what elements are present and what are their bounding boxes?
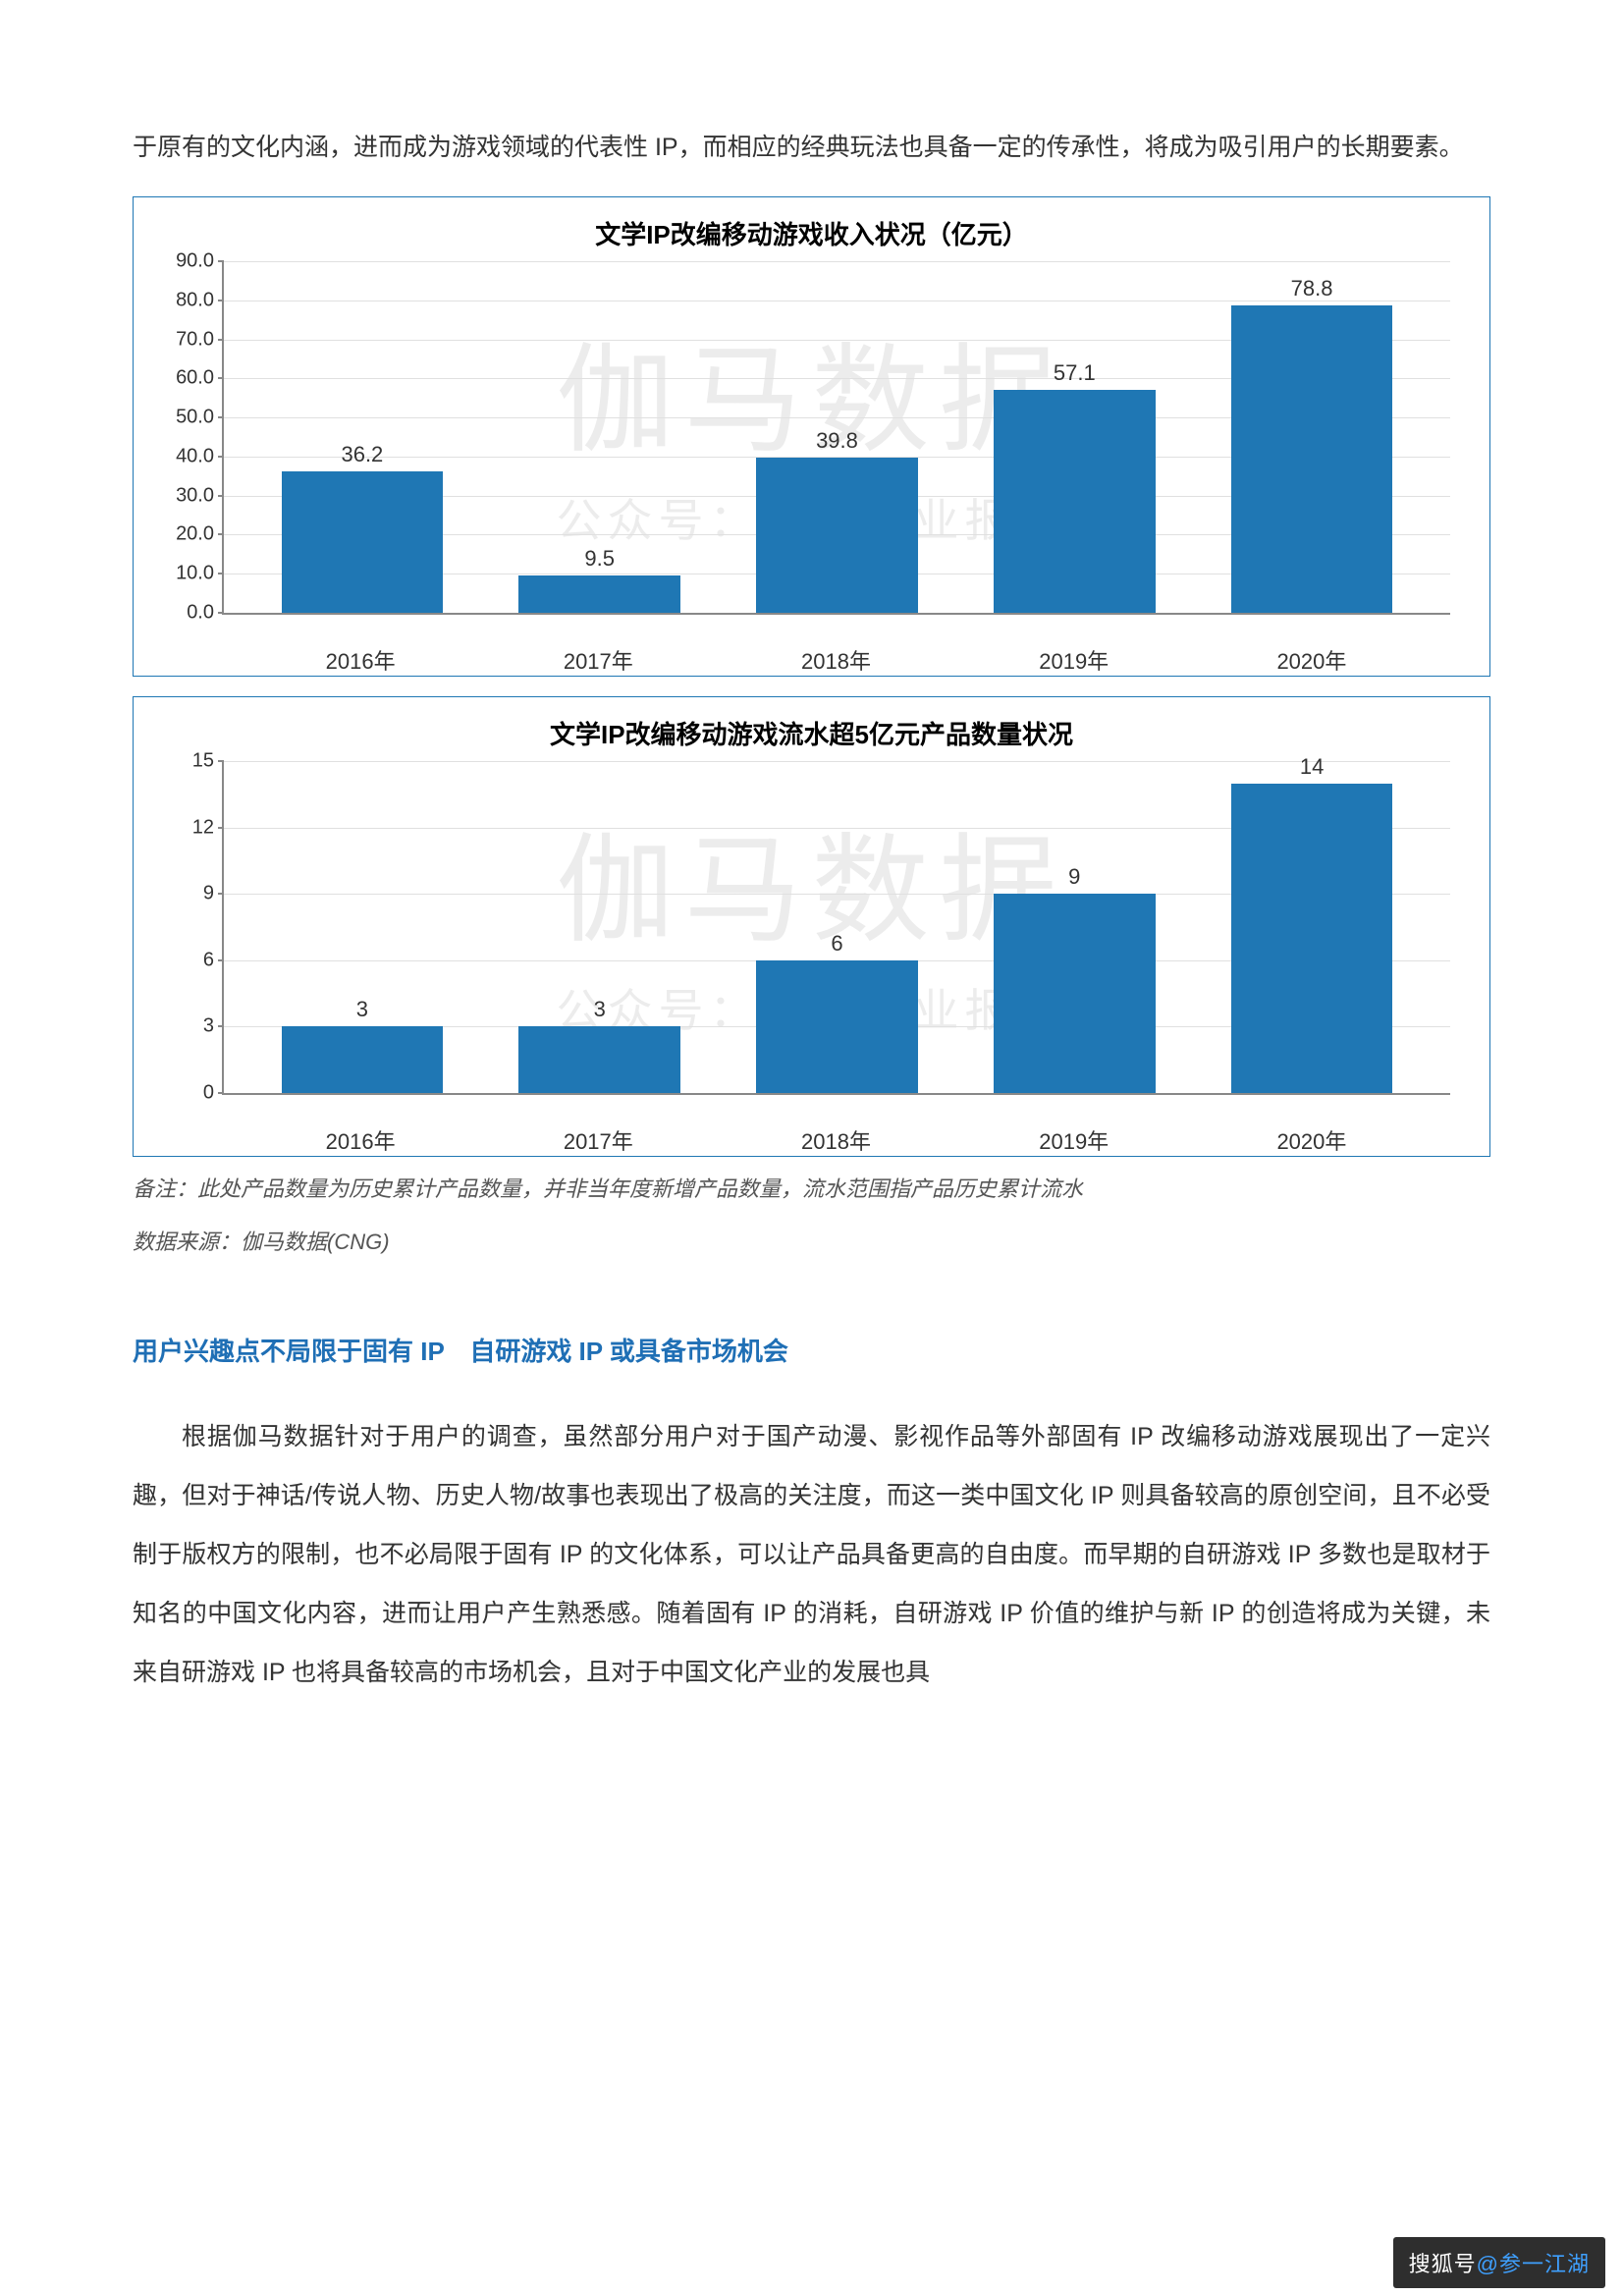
bar: 9.5: [518, 575, 679, 613]
bar-slot: 3: [243, 761, 481, 1093]
bar-value-label: 3: [594, 997, 606, 1022]
y-tick-label: 10.0: [155, 563, 214, 585]
plot-area: 03691215336914: [222, 761, 1450, 1095]
footnote-line-1: 备注：此处产品数量为历史累计产品数量，并非当年度新增产品数量，流水范围指产品历史…: [133, 1169, 1490, 1210]
x-tick-label: 2018年: [717, 1124, 954, 1156]
bar-value-label: 78.8: [1291, 276, 1333, 301]
x-axis-labels: 2016年2017年2018年2019年2020年: [222, 1115, 1450, 1156]
footer-prefix: 搜狐号: [1409, 2252, 1477, 2276]
y-tick-label: 12: [155, 816, 214, 839]
bars-container: 336914: [224, 761, 1450, 1093]
x-tick-label: 2016年: [242, 1124, 479, 1156]
bar-slot: 3: [481, 761, 719, 1093]
bar-value-label: 9.5: [584, 546, 615, 572]
bar: 6: [756, 960, 917, 1093]
bar-value-label: 6: [831, 931, 842, 957]
bar-slot: 36.2: [243, 261, 481, 613]
body-paragraph: 根据伽马数据针对于用户的调查，虽然部分用户对于国产动漫、影视作品等外部固有 IP…: [133, 1407, 1490, 1702]
chart-title: 文学IP改编移动游戏流水超5亿元产品数量状况: [134, 697, 1489, 761]
bar-value-label: 9: [1068, 864, 1080, 890]
footnote-line-2: 数据来源：伽马数据(CNG): [133, 1222, 1490, 1263]
y-tick-label: 0.0: [155, 602, 214, 625]
section-heading: 用户兴趣点不局限于固有 IP 自研游戏 IP 或具备市场机会: [133, 1332, 1490, 1368]
chart-plot: 0.010.020.030.040.050.060.070.080.090.03…: [222, 261, 1450, 615]
x-axis-labels: 2016年2017年2018年2019年2020年: [222, 634, 1450, 676]
x-tick-label: 2019年: [955, 1124, 1193, 1156]
y-tick-label: 60.0: [155, 367, 214, 390]
bar-slot: 57.1: [955, 261, 1193, 613]
y-tick-label: 30.0: [155, 484, 214, 507]
y-tick-label: 3: [155, 1015, 214, 1038]
document-page: 于原有的文化内涵，进而成为游戏领域的代表性 IP，而相应的经典玩法也具备一定的传…: [0, 0, 1623, 1761]
bar: 57.1: [994, 390, 1155, 613]
bar: 3: [282, 1026, 443, 1093]
y-tick-label: 0: [155, 1082, 214, 1105]
x-tick-label: 2017年: [479, 1124, 717, 1156]
footer-author: @参一江湖: [1477, 2252, 1590, 2276]
bar: 9: [994, 894, 1155, 1093]
y-tick-label: 90.0: [155, 250, 214, 273]
chart-title: 文学IP改编移动游戏收入状况（亿元）: [134, 197, 1489, 261]
y-tick-label: 40.0: [155, 445, 214, 467]
x-tick-label: 2018年: [717, 644, 954, 676]
bar: 3: [518, 1026, 679, 1093]
intro-paragraph: 于原有的文化内涵，进而成为游戏领域的代表性 IP，而相应的经典玩法也具备一定的传…: [133, 118, 1490, 177]
bar-value-label: 36.2: [341, 442, 383, 467]
bars-container: 36.2 9.5 39.8 57.1 78.8: [224, 261, 1450, 613]
bar-slot: 9.5: [481, 261, 719, 613]
bar-value-label: 14: [1300, 754, 1324, 780]
y-tick-label: 80.0: [155, 289, 214, 311]
bar: 78.8: [1231, 305, 1392, 613]
y-tick-label: 70.0: [155, 328, 214, 351]
x-tick-label: 2019年: [955, 644, 1193, 676]
y-tick-label: 20.0: [155, 523, 214, 546]
bar: 14: [1231, 784, 1392, 1093]
footer-credit: 搜狐号@参一江湖: [1393, 2237, 1605, 2288]
chart-product-count: 伽马数据 公众号：游戏产业报告 文学IP改编移动游戏流水超5亿元产品数量状况 0…: [133, 696, 1490, 1157]
x-tick-label: 2017年: [479, 644, 717, 676]
bar-value-label: 57.1: [1054, 360, 1096, 386]
y-tick-label: 9: [155, 883, 214, 905]
x-tick-label: 2020年: [1193, 644, 1431, 676]
y-tick-label: 15: [155, 750, 214, 773]
bar-slot: 9: [955, 761, 1193, 1093]
chart-revenue: 伽马数据 公众号：游戏产业报告 文学IP改编移动游戏收入状况（亿元） 0.010…: [133, 196, 1490, 677]
bar: 36.2: [282, 471, 443, 613]
bar-value-label: 39.8: [816, 428, 858, 454]
bar-slot: 78.8: [1193, 261, 1431, 613]
x-tick-label: 2020年: [1193, 1124, 1431, 1156]
plot-area: 0.010.020.030.040.050.060.070.080.090.03…: [222, 261, 1450, 615]
bar-slot: 39.8: [719, 261, 956, 613]
bar-value-label: 3: [356, 997, 368, 1022]
chart-plot: 03691215336914: [222, 761, 1450, 1095]
x-tick-label: 2016年: [242, 644, 479, 676]
y-tick-label: 50.0: [155, 407, 214, 429]
bar-slot: 6: [719, 761, 956, 1093]
bar: 39.8: [756, 458, 917, 613]
bar-slot: 14: [1193, 761, 1431, 1093]
y-tick-label: 6: [155, 949, 214, 971]
